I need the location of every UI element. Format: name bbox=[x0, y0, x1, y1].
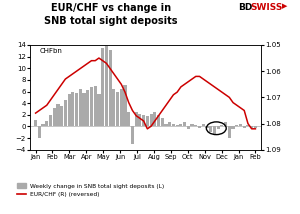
Bar bbox=[109, 50, 112, 126]
Legend: Weekly change in SNB total sight deposits (L), EUR/CHF (R) (reversed): Weekly change in SNB total sight deposit… bbox=[14, 181, 167, 199]
Bar bbox=[90, 87, 93, 126]
Bar bbox=[135, 112, 138, 126]
Bar bbox=[56, 104, 59, 126]
Bar bbox=[71, 92, 74, 126]
Text: EUR/CHF vs change in
SNB total sight deposits: EUR/CHF vs change in SNB total sight dep… bbox=[44, 3, 178, 26]
Bar bbox=[79, 89, 82, 126]
Bar bbox=[49, 115, 52, 126]
Bar bbox=[38, 126, 41, 138]
Bar bbox=[164, 124, 168, 126]
Text: ▶: ▶ bbox=[282, 3, 287, 9]
Bar bbox=[82, 93, 85, 126]
Bar bbox=[105, 46, 108, 126]
Bar bbox=[228, 126, 231, 138]
Bar bbox=[198, 126, 201, 128]
Bar bbox=[190, 124, 194, 126]
Bar bbox=[149, 114, 153, 126]
Bar bbox=[153, 112, 156, 126]
Bar bbox=[161, 118, 164, 126]
Bar bbox=[250, 126, 253, 128]
Bar bbox=[112, 89, 116, 126]
Bar bbox=[127, 112, 130, 126]
Bar bbox=[41, 124, 45, 126]
Bar bbox=[213, 126, 216, 135]
Text: SWISS: SWISS bbox=[250, 3, 283, 12]
Bar bbox=[168, 122, 171, 126]
Bar bbox=[146, 116, 149, 126]
Bar bbox=[246, 125, 250, 126]
Bar bbox=[254, 126, 257, 128]
Bar bbox=[176, 125, 179, 126]
Bar bbox=[209, 126, 212, 132]
Text: BD: BD bbox=[238, 3, 253, 12]
Bar bbox=[172, 124, 175, 126]
Bar bbox=[86, 90, 89, 126]
Bar bbox=[183, 122, 186, 126]
Bar bbox=[97, 94, 100, 126]
Bar bbox=[75, 93, 78, 126]
Bar bbox=[34, 119, 37, 126]
Bar bbox=[68, 94, 71, 126]
Bar bbox=[187, 126, 190, 129]
Bar bbox=[60, 106, 63, 126]
Bar bbox=[206, 126, 208, 128]
Bar bbox=[243, 126, 246, 128]
Bar bbox=[239, 124, 242, 126]
Bar bbox=[52, 108, 56, 126]
Bar bbox=[64, 100, 67, 126]
Bar bbox=[131, 126, 134, 144]
Bar bbox=[142, 115, 145, 126]
Bar bbox=[116, 92, 119, 126]
Bar bbox=[224, 122, 227, 126]
Bar bbox=[217, 126, 220, 129]
Bar bbox=[202, 124, 205, 126]
Bar bbox=[194, 125, 197, 126]
Bar bbox=[45, 121, 48, 126]
Bar bbox=[101, 48, 104, 126]
Text: CHFbn: CHFbn bbox=[39, 48, 62, 54]
Bar bbox=[232, 126, 235, 129]
Bar bbox=[179, 124, 182, 126]
Bar bbox=[120, 89, 123, 126]
Bar bbox=[235, 125, 239, 126]
Bar bbox=[138, 114, 142, 126]
Bar bbox=[123, 85, 127, 126]
Bar bbox=[157, 115, 160, 126]
Bar bbox=[94, 86, 97, 126]
Bar bbox=[220, 125, 224, 126]
